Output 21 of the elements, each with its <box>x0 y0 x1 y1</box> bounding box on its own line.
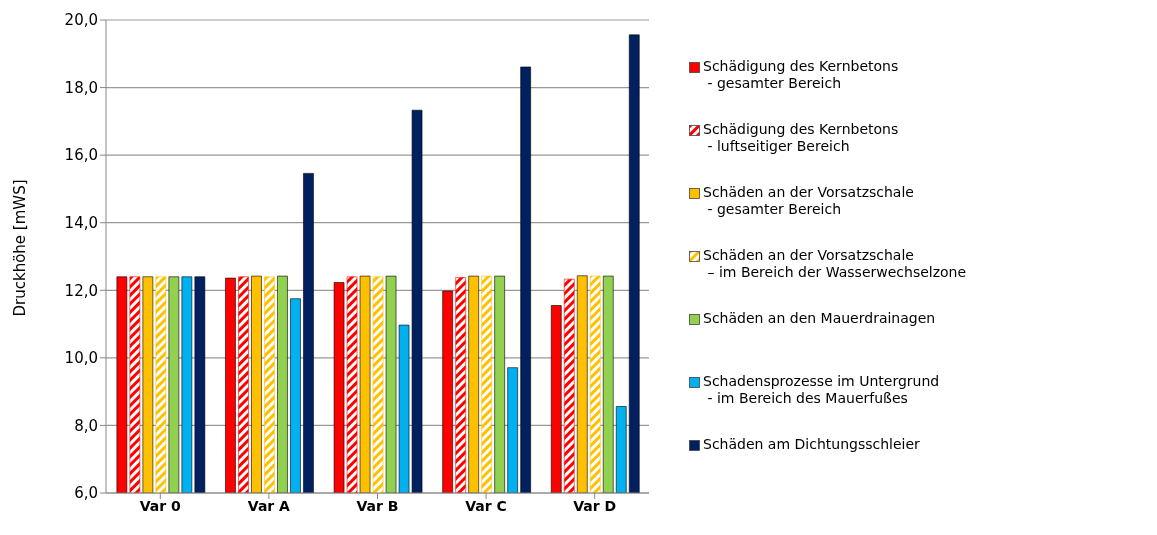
y-tick-label: 18,0 <box>64 78 98 97</box>
legend-label: Schäden am Dichtungsschleier <box>703 435 920 453</box>
legend-label: Schäden an den Mauerdrainagen <box>703 309 936 327</box>
x-tick-label: Var C <box>465 497 507 514</box>
legend-label: Schädigung des Kernbetons - gesamter Bereich <box>703 57 899 92</box>
y-tick-label: 8,0 <box>74 416 98 435</box>
x-tick-label: Var D <box>573 497 617 514</box>
legend-label: Schäden an der Vorsatzschale - gesamter Bereich <box>703 183 914 218</box>
y-tick-label: 10,0 <box>64 349 98 368</box>
y-axis-title: Druckhöhe [mWS] <box>11 179 30 317</box>
legend-label: Schadensprozesse im Untergrund - im Bereich des Mauerfußes <box>703 372 940 407</box>
x-tick-label: Var A <box>247 497 291 514</box>
legend-label: Schäden an der Vorsatzschale – im Bereich der Wasserwechselzone <box>703 246 967 281</box>
x-tick-label: Var 0 <box>139 497 182 514</box>
y-tick-label: 12,0 <box>64 281 98 300</box>
y-tick-label: 14,0 <box>64 214 98 233</box>
x-tick-label: Var B <box>356 497 399 514</box>
legend-label: Schädigung des Kernbetons - luftseitiger Bereich <box>703 120 899 155</box>
y-tick-label: 20,0 <box>64 11 98 30</box>
y-tick-label: 6,0 <box>74 484 98 503</box>
y-tick-label: 16,0 <box>64 146 98 165</box>
